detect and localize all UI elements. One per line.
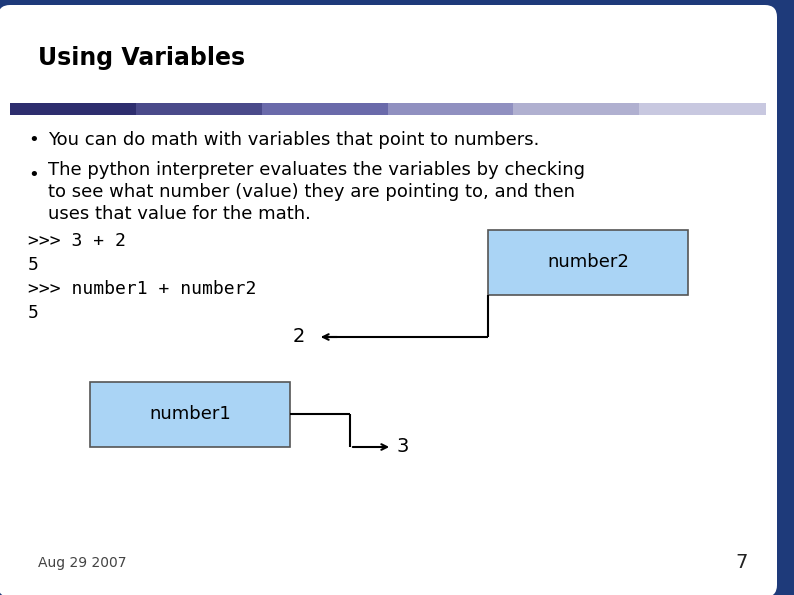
Bar (90, 382, 290, 447)
FancyBboxPatch shape (0, 5, 777, 595)
Text: 3: 3 (396, 437, 408, 456)
Text: 2: 2 (293, 327, 305, 346)
Bar (262, 103, 388, 115)
Text: •: • (28, 166, 39, 184)
Bar (514, 103, 640, 115)
Bar (10, 103, 137, 115)
Text: >>> number1 + number2: >>> number1 + number2 (28, 280, 256, 298)
Bar (488, 230, 688, 295)
Bar (639, 103, 766, 115)
Text: Aug 29 2007: Aug 29 2007 (38, 556, 126, 570)
Text: The python interpreter evaluates the variables by checking: The python interpreter evaluates the var… (48, 161, 585, 179)
Text: number1: number1 (149, 405, 231, 423)
Text: 7: 7 (735, 553, 748, 572)
Text: >>> 3 + 2: >>> 3 + 2 (28, 232, 126, 250)
Text: You can do math with variables that point to numbers.: You can do math with variables that poin… (48, 131, 539, 149)
Bar (387, 103, 515, 115)
Text: •: • (28, 131, 39, 149)
Text: Using Variables: Using Variables (38, 46, 245, 70)
Text: uses that value for the math.: uses that value for the math. (48, 205, 311, 223)
Bar (136, 103, 263, 115)
Bar (10, 17, 765, 105)
Text: to see what number (value) they are pointing to, and then: to see what number (value) they are poin… (48, 183, 575, 201)
Text: number2: number2 (547, 253, 629, 271)
Text: 5: 5 (28, 304, 39, 322)
Text: 5: 5 (28, 256, 39, 274)
